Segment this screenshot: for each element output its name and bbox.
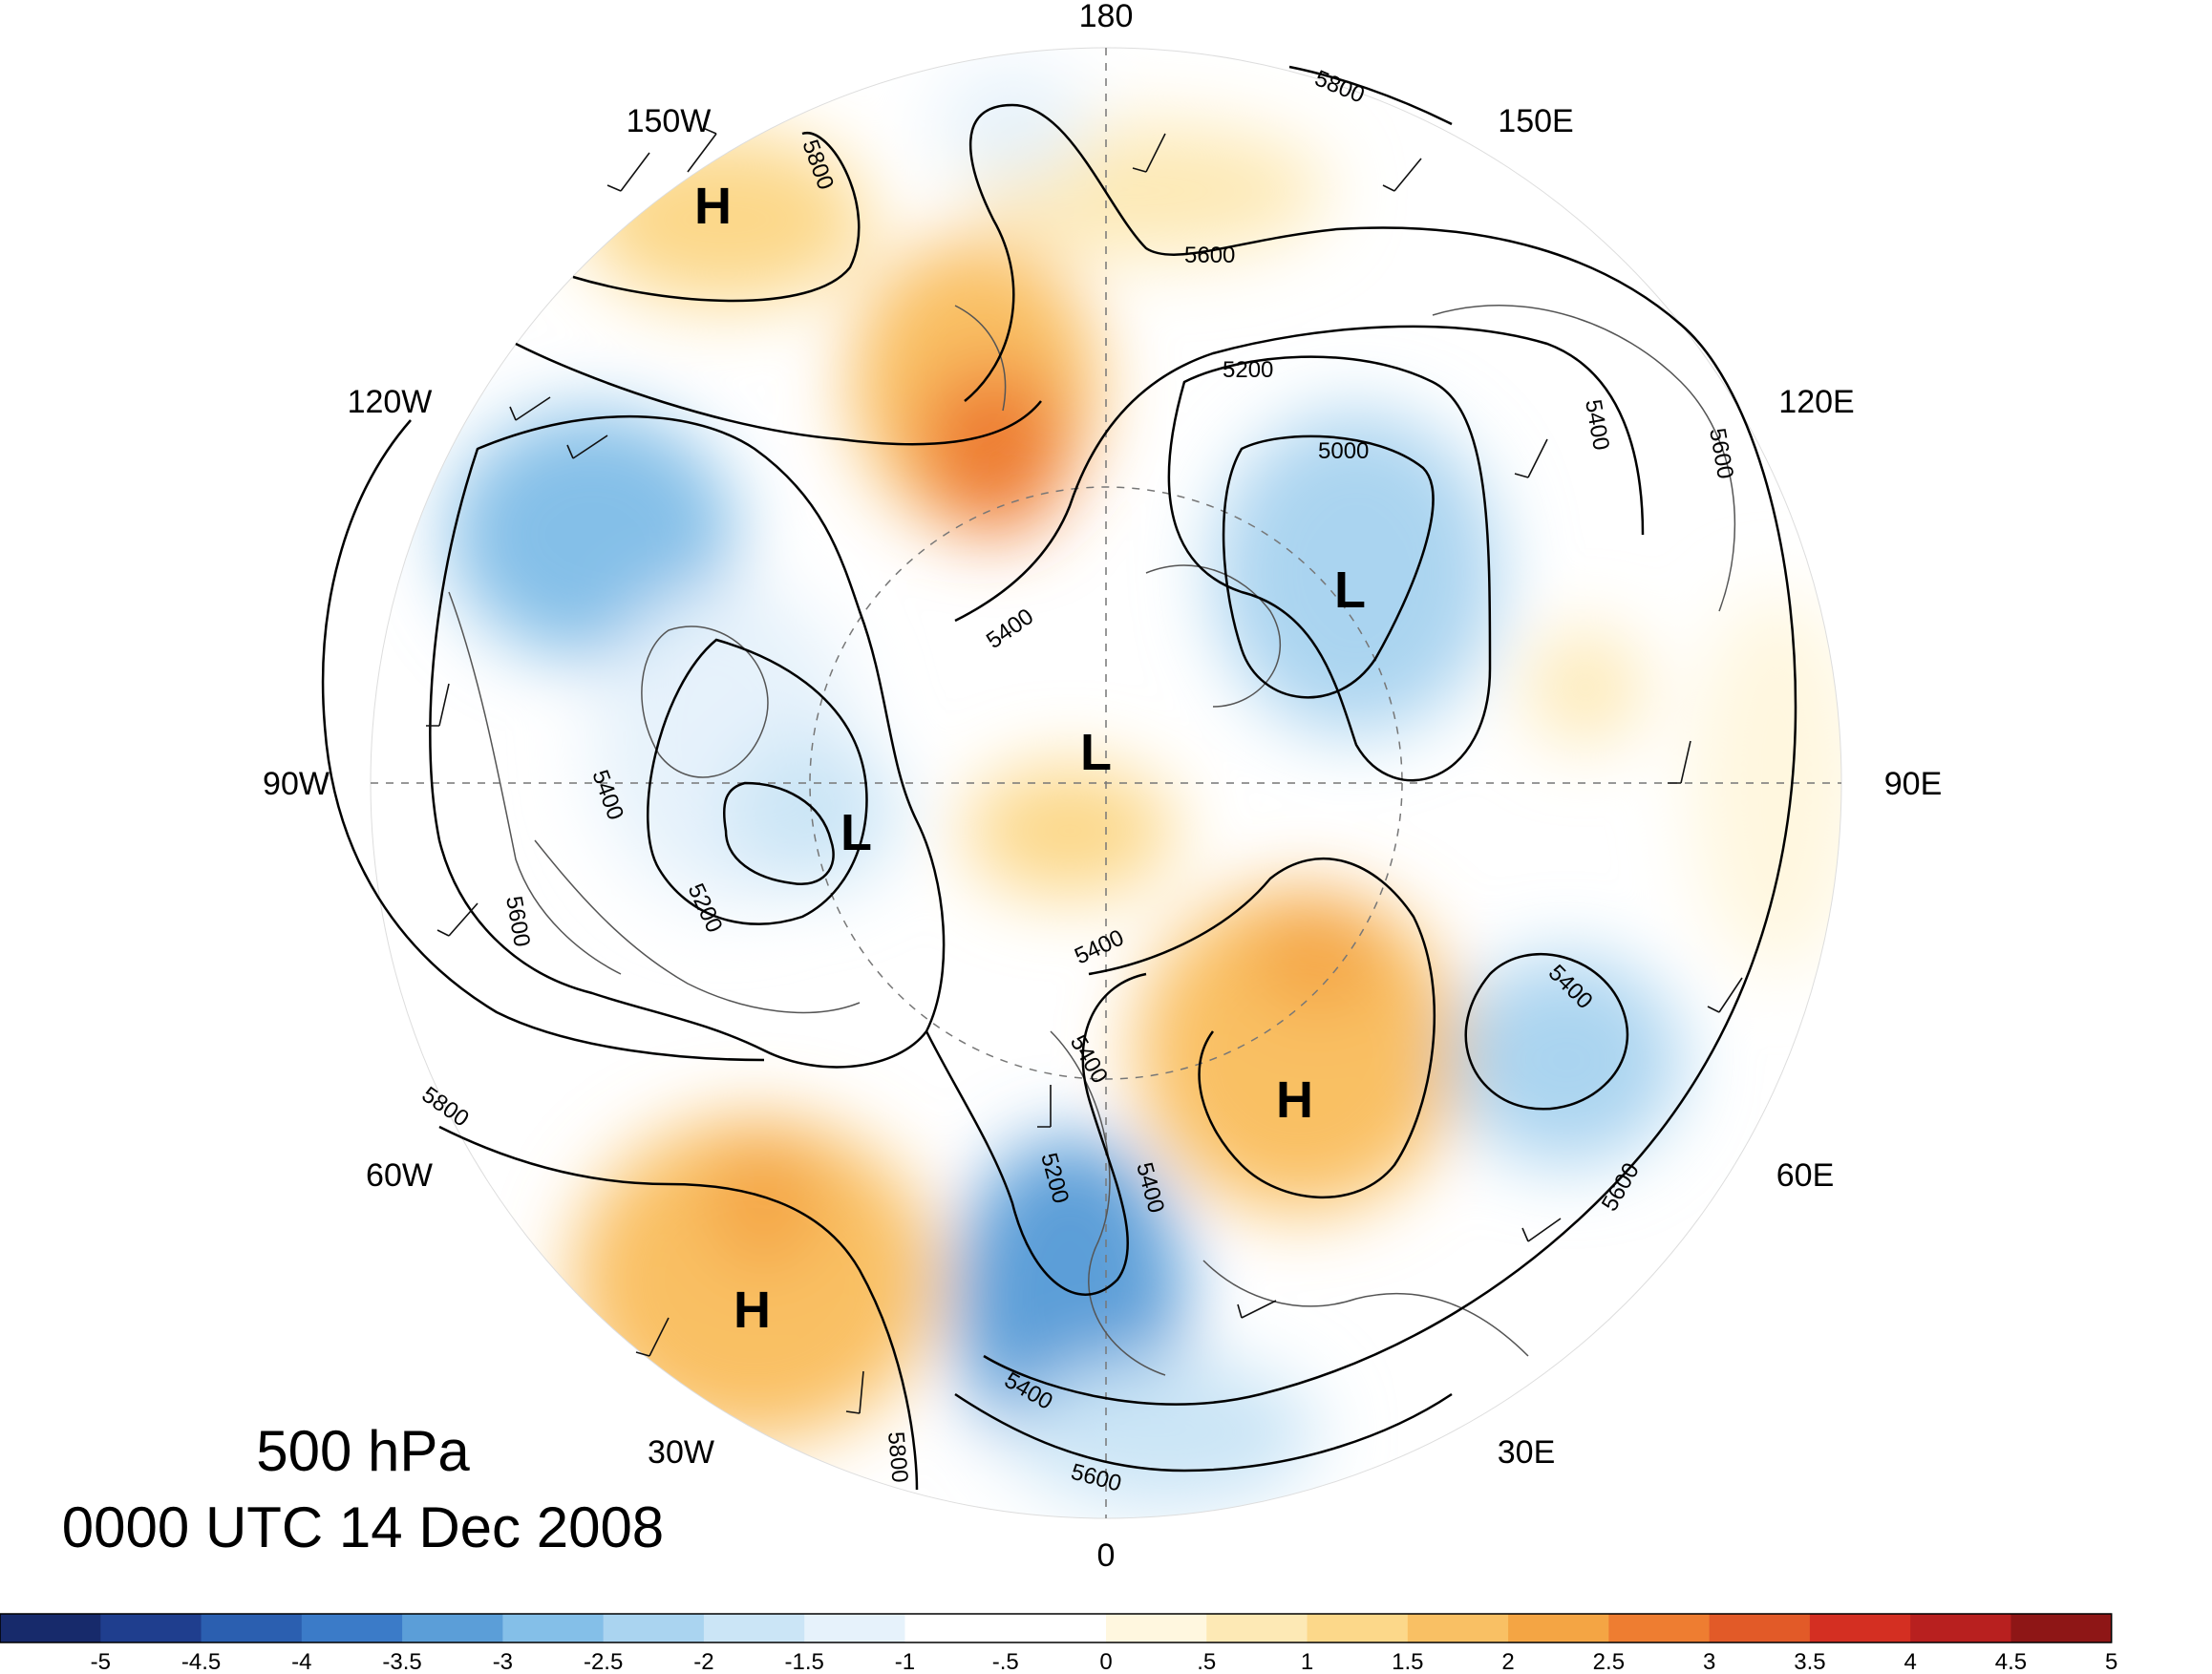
time-title: 0000 UTC 14 Dec 2008: [62, 1495, 664, 1559]
colorbar-tick-label: 3.5: [1794, 1649, 1825, 1674]
level-title: 500 hPa: [256, 1419, 470, 1483]
colorbar-swatch: [1608, 1614, 1711, 1642]
contour-5000-canada: [722, 781, 835, 886]
svg-text:5000: 5000: [1318, 438, 1369, 464]
colorbar-tick-label: 3: [1703, 1649, 1715, 1674]
colorbar-swatch: [502, 1614, 605, 1642]
contour-5800-atlantic: [438, 1125, 919, 1491]
lon-label-0: 0: [1097, 1537, 1116, 1574]
lon-label-90w: 90W: [263, 766, 330, 802]
colorbar-swatch: [1106, 1614, 1207, 1642]
colorbar-tick-label: 4: [1904, 1649, 1917, 1674]
colorbar-swatch: [1307, 1614, 1409, 1642]
colorbar-tick-label: -.5: [992, 1649, 1019, 1674]
contour-5200-canada: [647, 638, 868, 925]
contour-5400-north-america: [515, 342, 1042, 446]
contour-5600-pacific: [964, 103, 1797, 1406]
map-title: 500 hPa 0000 UTC 14 Dec 2008: [62, 1419, 664, 1559]
coastlines: [448, 305, 1736, 1376]
colorbar-swatch: [301, 1614, 403, 1642]
colorbar-tick-label: -2: [693, 1649, 713, 1674]
pressure-centers: H H H L L L: [694, 178, 1366, 1339]
colorbar-tick-label: -1.5: [785, 1649, 824, 1674]
lon-label-150w: 150W: [627, 103, 712, 139]
lon-label-30e: 30E: [1498, 1434, 1556, 1471]
colorbar-swatch: [0, 1614, 101, 1642]
wind-barbs: [426, 127, 1743, 1414]
colorbar-frame: [0, 1613, 2113, 1643]
colorbar-tick-label: -3.5: [382, 1649, 421, 1674]
low-center-hudson: L: [840, 804, 872, 861]
svg-text:5800: 5800: [883, 1430, 913, 1484]
colorbar-tick-label: 4.5: [1995, 1649, 2027, 1674]
colorbar-swatch: [1508, 1614, 1609, 1642]
low-center-siberia: L: [1334, 562, 1366, 619]
colorbar-swatch: [804, 1614, 905, 1642]
longitude-labels: 180 150E 120E 90E 60E 30E 0 30W 60W 90W …: [263, 0, 1942, 1574]
colorbar-tick-label: 2.5: [1593, 1649, 1625, 1674]
svg-text:5200: 5200: [1223, 357, 1273, 383]
colorbar-tick-label: -5: [91, 1649, 111, 1674]
colorbar-tick-label: -4.5: [181, 1649, 221, 1674]
colorbar-tick-label: -2.5: [584, 1649, 623, 1674]
contour-5600-north-america: [321, 419, 765, 1062]
colorbar-swatch: [1206, 1614, 1308, 1642]
colorbar-swatch: [1005, 1614, 1107, 1642]
colorbar-tick-label: 2: [1501, 1649, 1514, 1674]
contour-5400-arctic: [954, 325, 1645, 623]
colorbar-tick-label: 1.5: [1392, 1649, 1423, 1674]
graticule: [371, 48, 1841, 1518]
colorbar-tick-label: 0: [1099, 1649, 1112, 1674]
colorbar-tick-label: .5: [1197, 1649, 1216, 1674]
lon-label-90e: 90E: [1884, 766, 1943, 802]
contour-5400-central-asia: [1464, 953, 1629, 1111]
lon-label-150e: 150E: [1498, 103, 1573, 139]
contour-5000-siberia: [1222, 434, 1435, 699]
high-center-europe: H: [1276, 1071, 1313, 1129]
colorbar-swatch: [1809, 1614, 1911, 1642]
contour-5200-siberia: [1167, 355, 1492, 782]
colorbar-swatch: [904, 1614, 1007, 1642]
contour-5800-pacific: [572, 132, 861, 303]
contour-5600-europe: [954, 1392, 1453, 1473]
high-center-pacific: H: [694, 178, 732, 235]
colorbar-swatch: [603, 1614, 705, 1642]
colorbar-swatch: [2010, 1614, 2113, 1642]
lon-label-60e: 60E: [1776, 1157, 1835, 1194]
high-center-atlantic: H: [734, 1282, 771, 1339]
colorbar-tick-label: -1: [895, 1649, 915, 1674]
contour-5800-north: [1288, 65, 1453, 126]
lon-label-30w: 30W: [648, 1434, 714, 1471]
lon-label-60w: 60W: [366, 1157, 433, 1194]
colorbar-swatch: [201, 1614, 303, 1642]
colorbar-swatch: [1407, 1614, 1509, 1642]
colorbar-swatch: [100, 1614, 202, 1642]
colorbar-swatch: [703, 1614, 805, 1642]
lon-label-180: 180: [1079, 0, 1134, 34]
lon-label-120e: 120E: [1778, 384, 1854, 420]
lon-label-120w: 120W: [348, 384, 433, 420]
low-center-pole: L: [1080, 724, 1112, 781]
height-contours: [321, 65, 1797, 1491]
colorbar-swatch: [1910, 1614, 2011, 1642]
contour-5400-east-europe: [1088, 858, 1436, 1199]
colorbar-swatch: [402, 1614, 503, 1642]
colorbar-tick-label: 5: [2105, 1649, 2117, 1674]
colorbar: -5 -4.5 -4 -3.5 -3 -2.5 -2 -1.5 -1 -.5 0 .5 1 1.5 2 2.5…: [0, 1613, 2117, 1674]
colorbar-tick-label: -3: [493, 1649, 513, 1674]
svg-text:5600: 5600: [1184, 243, 1235, 268]
contour-5400-europe: [925, 972, 1147, 1296]
colorbar-tick-label: 1: [1301, 1649, 1313, 1674]
colorbar-tick-label: -4: [291, 1649, 311, 1674]
colorbar-swatch: [1709, 1614, 1811, 1642]
